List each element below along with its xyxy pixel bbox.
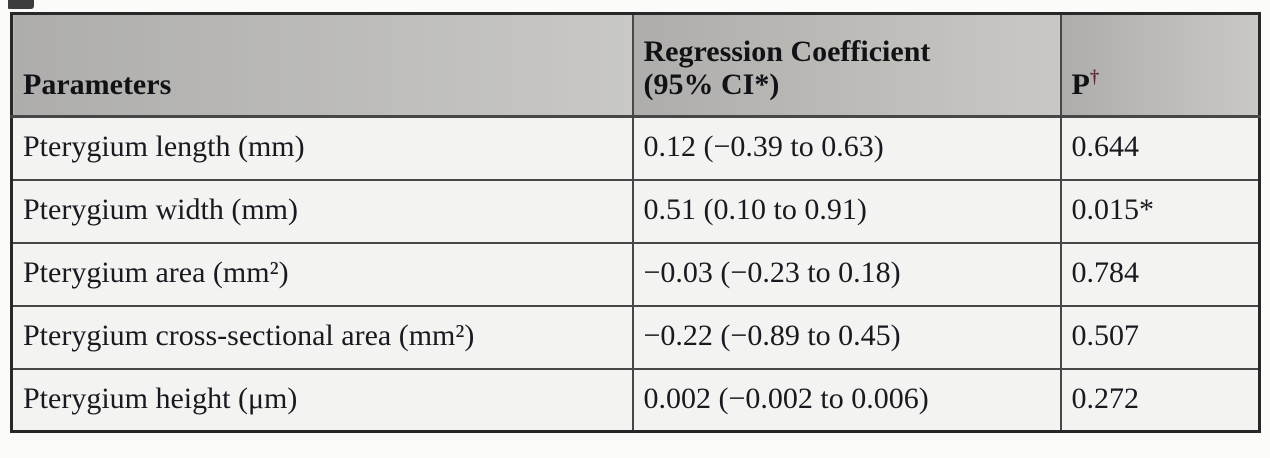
- table-header-row: Parameters Regression Coefficient (95% C…: [10, 12, 1261, 118]
- cell-p-value: 0.784: [1059, 241, 1261, 307]
- cell-parameter: Pterygium area (mm²): [10, 241, 634, 307]
- cell-coefficient: 0.12 (−0.39 to 0.63): [631, 115, 1062, 181]
- table-row: Pterygium width (mm) 0.51 (0.10 to 0.91)…: [10, 178, 1261, 244]
- cell-coefficient: 0.51 (0.10 to 0.91): [631, 178, 1062, 244]
- cell-parameter: Pterygium height (μm): [10, 367, 634, 433]
- cell-coefficient: −0.03 (−0.23 to 0.18): [631, 241, 1062, 307]
- cell-parameter: Pterygium width (mm): [10, 178, 634, 244]
- header-coefficient-line1: Regression Coefficient: [643, 34, 931, 68]
- header-p-label: P: [1071, 68, 1090, 102]
- table-row: Pterygium height (μm) 0.002 (−0.002 to 0…: [10, 367, 1261, 433]
- table-row: Pterygium cross-sectional area (mm²) −0.…: [10, 304, 1261, 370]
- cell-p-value: 0.507: [1059, 304, 1261, 370]
- table-row: Pterygium length (mm) 0.12 (−0.39 to 0.6…: [10, 115, 1261, 181]
- header-coefficient-line2: (95% CI*): [643, 68, 780, 102]
- header-parameters: Parameters: [10, 12, 634, 118]
- cell-parameter: Pterygium length (mm): [10, 115, 634, 181]
- regression-table: Parameters Regression Coefficient (95% C…: [10, 12, 1261, 433]
- cell-coefficient: 0.002 (−0.002 to 0.006): [631, 367, 1062, 433]
- table-row: Pterygium area (mm²) −0.03 (−0.23 to 0.1…: [10, 241, 1261, 307]
- cell-parameter: Pterygium cross-sectional area (mm²): [10, 304, 634, 370]
- header-p-value: P†: [1059, 12, 1261, 118]
- header-parameters-label: Parameters: [23, 68, 172, 102]
- header-regression-coefficient: Regression Coefficient (95% CI*): [631, 12, 1062, 118]
- dagger-footnote-mark: †: [1089, 67, 1100, 89]
- cell-p-value: 0.272: [1059, 367, 1261, 433]
- cell-coefficient: −0.22 (−0.89 to 0.45): [631, 304, 1062, 370]
- cell-p-value: 0.015*: [1059, 178, 1261, 244]
- cell-p-value: 0.644: [1059, 115, 1261, 181]
- crop-artifact: [8, 0, 34, 9]
